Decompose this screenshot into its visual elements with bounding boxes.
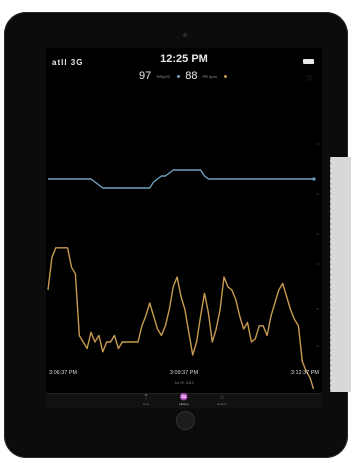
tab-options-icon: ○ [219,394,225,401]
x-tick-label: 3:12:37 PM [291,370,320,376]
tab-history[interactable]: ♒ History [172,394,196,408]
tab-history-icon: ♒ [179,394,189,401]
date-label: Jul 29, 2013 [174,381,193,385]
device-screen: atll 3G 12:25 PM 97 %SpO2 88 PR bpm ⓘ 3:… [46,48,322,408]
pr-value: 88 [185,70,198,82]
home-button[interactable] [176,411,195,430]
spo2-series-line [48,169,314,189]
trend-chart[interactable]: 3:06:37 PM 3:09:37 PM 3:12:37 PM Jul 29, 20… [46,84,322,389]
status-bar: atll 3G 12:25 PM [46,48,322,70]
spo2-value: 97 [138,70,152,82]
spo2-unit: %SpO2 [156,73,171,79]
vitals-readout: 97 %SpO2 88 PR bpm [46,70,322,82]
tab-options-label: Options [216,402,228,406]
pr-dot-icon [224,74,228,78]
spo2-end-point [312,177,316,181]
signal-indicator: atll 3G [52,58,84,67]
battery-icon [303,59,314,64]
clock: 12:25 PM [160,53,208,65]
tab-now-icon: ⇡ [143,394,149,401]
x-tick-label: 3:09:37 PM [170,370,199,376]
pr-unit: PR bpm [202,73,217,79]
tab-bar: ⇡ Now ♒ History ○ Options [46,393,322,408]
tab-history-label: History [179,402,189,406]
info-icon[interactable]: ⓘ [305,77,312,83]
pr-series-line [47,247,315,389]
tab-options[interactable]: ○ Options [210,394,234,408]
spo2-dot-icon [177,74,181,78]
folded-ribbon [330,157,351,392]
tab-now-label: Now [142,402,149,406]
tab-now[interactable]: ⇡ Now [134,394,158,408]
front-camera [183,33,187,37]
x-tick-label: 3:06:37 PM [49,370,78,376]
